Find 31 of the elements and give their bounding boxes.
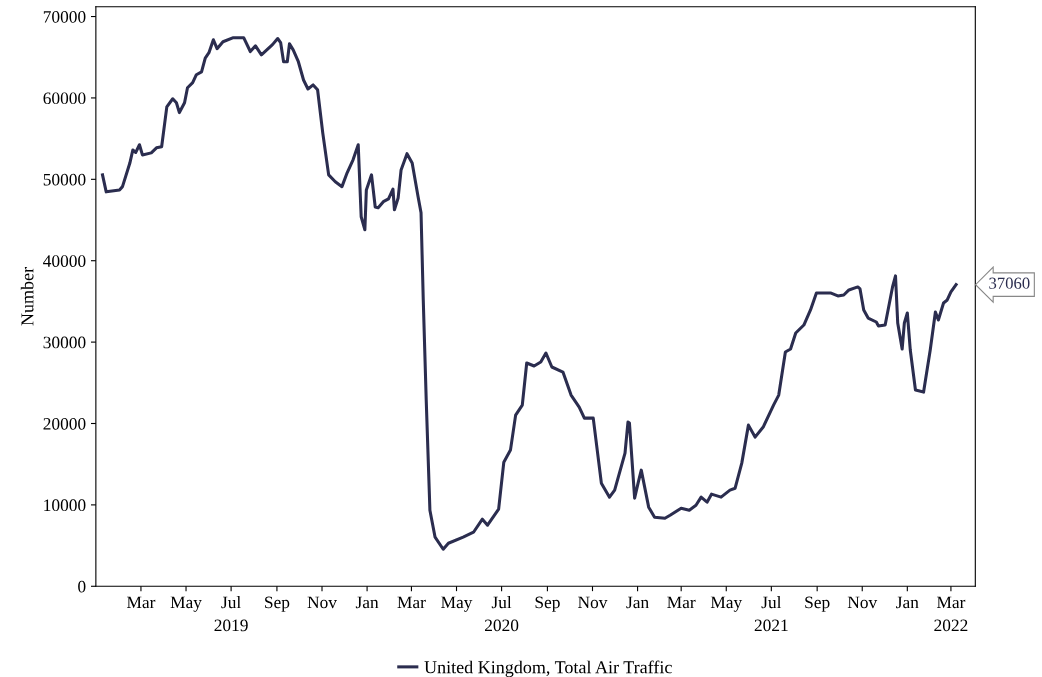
x-tick-label: Mar (126, 596, 156, 609)
x-tick-label: Jul 2020 (484, 596, 519, 632)
x-tick-label: Mar (667, 596, 696, 609)
x-tick-label: Jan (355, 596, 379, 609)
y-tick-label: 0 (78, 580, 86, 593)
x-tick-label: May (170, 596, 202, 612)
y-tick-label: 50000 (43, 173, 86, 186)
x-tick-label: Jan (896, 596, 919, 609)
x-tick-label: Mar 2022 (934, 596, 968, 632)
x-tick-label: Mar (397, 596, 426, 609)
y-axis-title: Number (20, 267, 34, 326)
x-tick-label: May (710, 596, 743, 612)
annotation: 37060 (989, 277, 1030, 289)
y-tick-label: 20000 (43, 417, 86, 430)
line-series (100, 36, 958, 551)
x-tick-label: Nov (847, 596, 878, 609)
y-tick-label: 30000 (43, 336, 86, 349)
legend-label: United Kingdom, Total Air Traffic (424, 660, 672, 677)
y-tick-label: 40000 (43, 255, 86, 267)
y-tick-label: 60000 (43, 92, 86, 105)
x-tick-label: Nov (307, 596, 337, 609)
x-tick-label: Jul 2021 (754, 596, 788, 632)
x-tick-label: May (441, 596, 473, 612)
x-tick-label: Sep (805, 596, 830, 612)
y-tick-label: 10000 (44, 499, 86, 512)
x-tick-label: Jul 2019 (214, 596, 248, 632)
x-tick-label: Sep (535, 596, 560, 612)
x-tick-label: Sep (265, 596, 290, 612)
x-tick-label: Nov (578, 596, 608, 609)
y-tick-label: 70000 (43, 11, 86, 23)
x-tick-label: Jan (626, 596, 649, 609)
